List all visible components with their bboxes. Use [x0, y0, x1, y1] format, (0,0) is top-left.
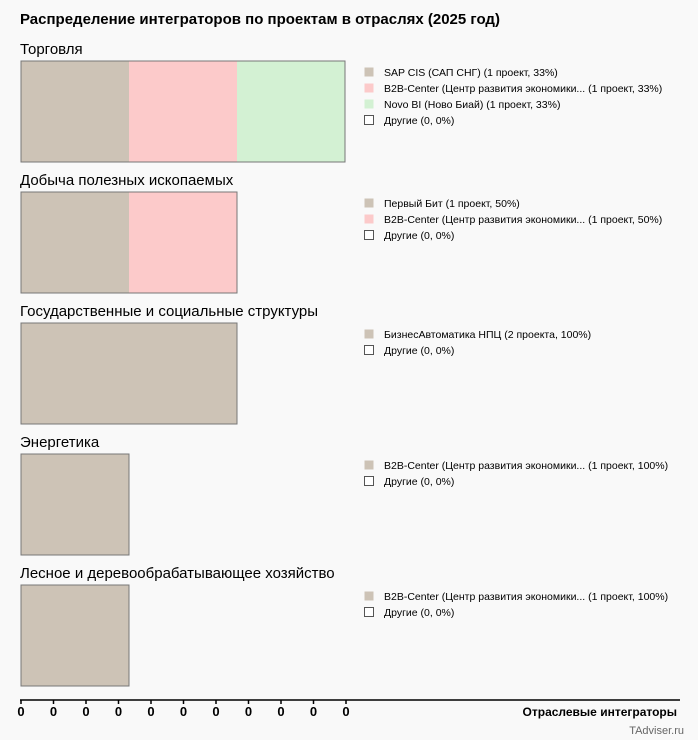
legend-entry: Другие (0, 0%) — [384, 476, 454, 488]
section-3: Государственные и социальные структуры Би… — [20, 303, 591, 425]
bar-outline — [20, 60, 346, 163]
legend-entry: B2B-Center (Центр развития экономики... … — [384, 83, 662, 95]
x-axis-ticks: 0 0 0 0 0 0 0 0 0 0 0 — [17, 700, 350, 719]
bar-segment — [21, 61, 129, 162]
chart-sections: Торговля SAP CIS (САП СНГ) (1 проект, 33%… — [20, 41, 668, 687]
section-1: Торговля SAP CIS (САП СНГ) (1 проект, 33%… — [20, 41, 662, 163]
legend-entry: B2B-Center (Центр развития экономики... … — [384, 214, 662, 226]
tick-label: 0 — [180, 704, 187, 719]
legend-entry: Другие (0, 0%) — [384, 607, 454, 619]
tick-label: 0 — [147, 704, 154, 719]
legend-swatch — [364, 99, 374, 109]
legend-swatch — [364, 67, 374, 77]
section-label: Добыча полезных ископаемых — [20, 172, 234, 189]
bar-segment — [21, 192, 129, 293]
bar-outline — [20, 191, 238, 294]
bar-segment — [21, 323, 237, 424]
bar-segment — [237, 61, 345, 162]
section-2: Добыча полезных ископаемых Первый Бит (1 … — [20, 172, 662, 294]
x-axis-label: Отраслевые интеграторы — [523, 705, 677, 719]
legend-swatch — [364, 83, 374, 93]
tick-label: 0 — [245, 704, 252, 719]
section-label: Торговля — [20, 41, 83, 58]
legend-swatch — [364, 460, 374, 470]
legend-swatch-other — [364, 345, 374, 355]
section-4: Энергетика B2B-Center (Центр развития эко… — [20, 434, 668, 556]
tick-label: 0 — [50, 704, 57, 719]
bar-segment — [129, 61, 237, 162]
legend-swatch — [364, 329, 374, 339]
section-label: Государственные и социальные структуры — [20, 303, 318, 320]
tick-label: 0 — [310, 704, 317, 719]
legend-swatch — [364, 198, 374, 208]
watermark: TAdviser.ru — [629, 725, 684, 737]
legend-swatch-other — [364, 115, 374, 125]
legend-swatch-other — [364, 230, 374, 240]
bar-segment — [21, 585, 129, 686]
legend-entry: Другие (0, 0%) — [384, 115, 454, 127]
legend-entry: Novo BI (Ново Биай) (1 проект, 33%) — [384, 99, 560, 111]
legend-entry: B2B-Center (Центр развития экономики... … — [384, 591, 668, 603]
section-label: Энергетика — [20, 434, 100, 451]
tick-label: 0 — [342, 704, 349, 719]
tick-label: 0 — [82, 704, 89, 719]
legend-swatch — [364, 214, 374, 224]
section-label: Лесное и деревообрабатывающее хозяйство — [20, 565, 335, 582]
legend-swatch-other — [364, 607, 374, 617]
bar-segment — [21, 454, 129, 555]
bar-outline — [20, 322, 238, 425]
tick-label: 0 — [17, 704, 24, 719]
chart-title: Распределение интеграторов по проектам в… — [20, 11, 500, 28]
legend-entry: Другие (0, 0%) — [384, 230, 454, 242]
tick-label: 0 — [277, 704, 284, 719]
legend-entry: Другие (0, 0%) — [384, 345, 454, 357]
tick-label: 0 — [115, 704, 122, 719]
tick-label: 0 — [212, 704, 219, 719]
legend-swatch-other — [364, 476, 374, 486]
legend-entry: Первый Бит (1 проект, 50%) — [384, 198, 520, 210]
section-5: Лесное и деревообрабатывающее хозяйство B… — [20, 565, 668, 687]
bar-outline — [20, 453, 130, 556]
legend-entry: БизнесАвтоматика НПЦ (2 проекта, 100%) — [384, 329, 591, 341]
legend-entry: SAP CIS (САП СНГ) (1 проект, 33%) — [384, 67, 558, 79]
legend-entry: B2B-Center (Центр развития экономики... … — [384, 460, 668, 472]
bar-outline — [20, 584, 130, 687]
legend-swatch — [364, 591, 374, 601]
bar-segment — [129, 192, 237, 293]
